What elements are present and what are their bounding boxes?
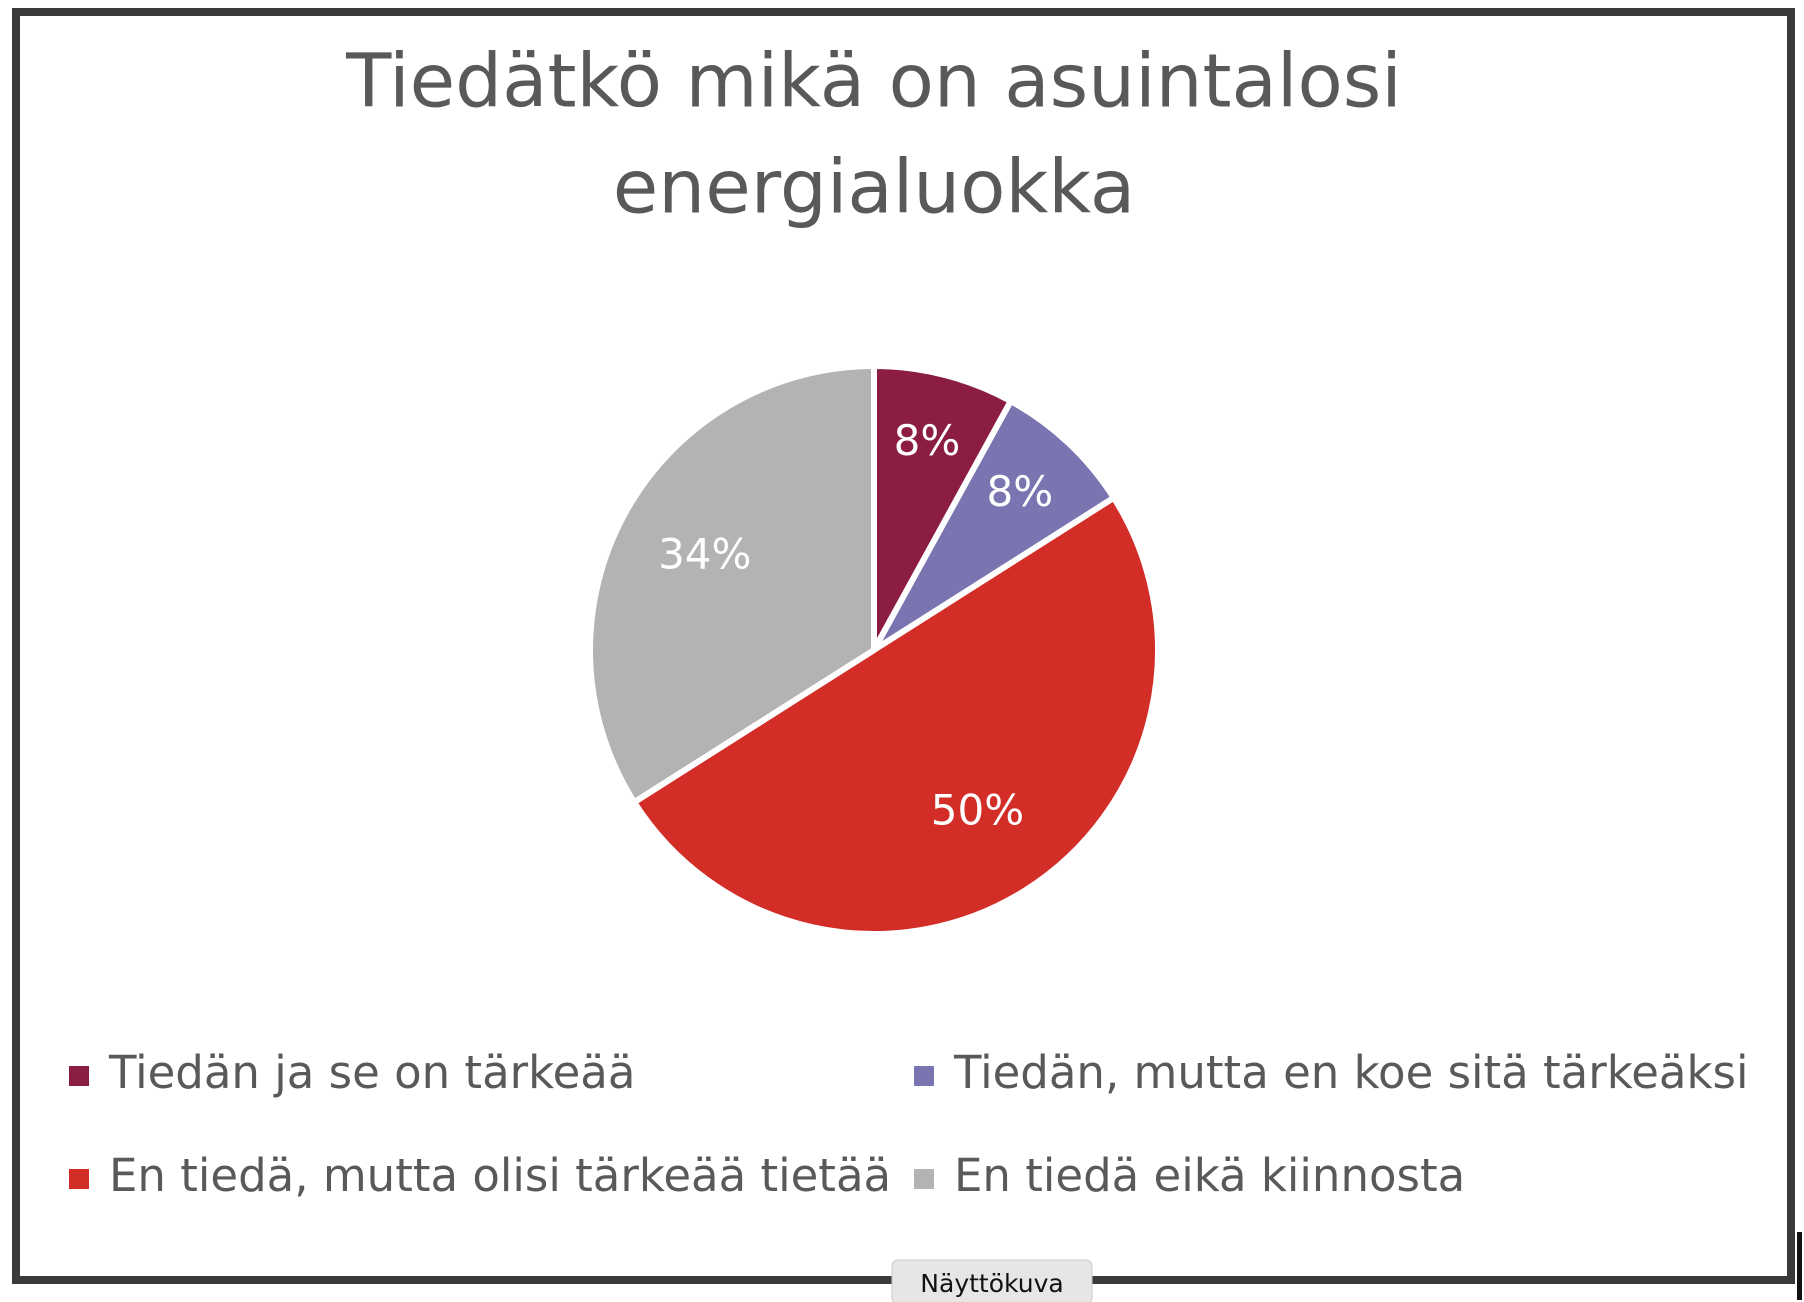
tooltip: Näyttökuva — [891, 1259, 1093, 1302]
pie-slice — [587, 362, 877, 807]
chart-title: energialuokka — [613, 145, 1135, 231]
data-label: 50% — [931, 786, 1024, 835]
legend-label: Tiedän ja se on tärkeää — [108, 1046, 635, 1099]
pie-slice — [630, 493, 1161, 937]
tooltip-text: Näyttökuva — [920, 1269, 1063, 1298]
pie-slice — [871, 397, 1118, 653]
legend-marker — [69, 1169, 89, 1189]
pie-slice — [871, 362, 1015, 652]
data-label: 8% — [894, 416, 961, 465]
legend-label: Tiedän, mutta en koe sitä tärkeäksi — [953, 1046, 1749, 1099]
data-label: 8% — [986, 467, 1053, 516]
legend-marker — [914, 1169, 934, 1189]
legend-label: En tiedä eikä kiinnosta — [954, 1149, 1465, 1202]
data-label: 34% — [658, 529, 751, 578]
edge-bar — [1797, 1232, 1802, 1300]
legend-marker — [914, 1066, 934, 1086]
chart-title: Tiedätkö mikä on asuintalosi — [345, 39, 1402, 125]
legend-label: En tiedä, mutta olisi tärkeää tietää — [109, 1149, 891, 1202]
legend-marker — [69, 1066, 89, 1086]
tooltip-box — [891, 1259, 1093, 1302]
